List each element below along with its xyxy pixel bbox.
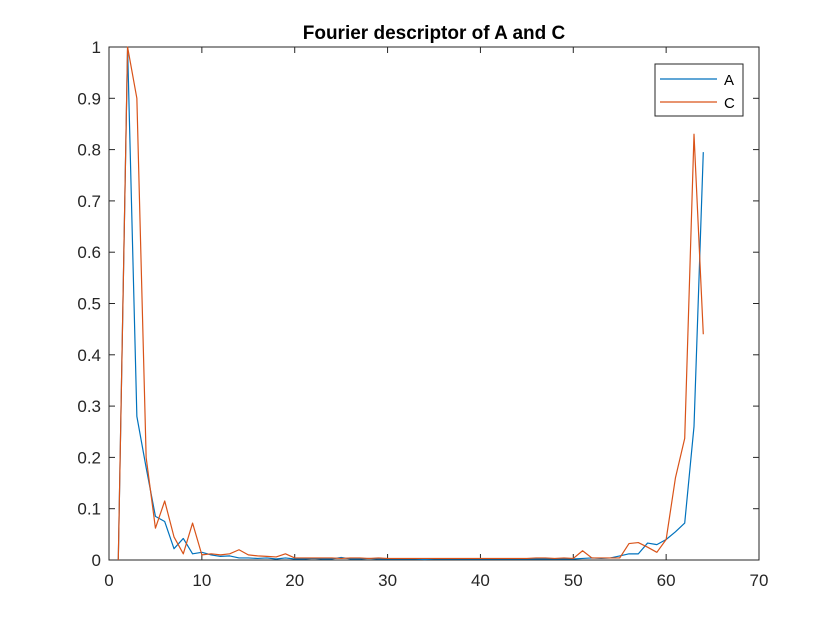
x-tick-label: 30 (378, 571, 397, 590)
y-tick-label: 0.7 (77, 192, 101, 211)
plot-area-box (108, 46, 760, 561)
axes: 0 10 20 30 40 50 60 70 0 0.1 0.2 0.3 0.4 0.5 0.6 0.7 0.8… (77, 38, 768, 590)
legend-box[interactable] (654, 63, 744, 117)
x-tick-label: 70 (750, 571, 769, 590)
y-tick-label: 0.5 (77, 295, 101, 314)
y-tick-label: 0 (92, 551, 101, 570)
x-tick-label: 20 (285, 571, 304, 590)
y-tick-label: 1 (92, 38, 101, 57)
y-tick-label: 0.9 (77, 89, 101, 108)
plot-series (117, 46, 704, 561)
y-tick-label: 0.1 (77, 500, 101, 519)
y-tick-label: 0.3 (77, 397, 101, 416)
y-tick-label: 0.2 (77, 448, 101, 467)
legend[interactable]: AC (654, 63, 744, 117)
x-tick-label: 60 (657, 571, 676, 590)
x-tick-label: 0 (104, 571, 113, 590)
y-tick-label: 0.8 (77, 141, 101, 160)
series-line-c (117, 46, 704, 561)
x-tick-label: 10 (192, 571, 211, 590)
x-tick-label: 50 (564, 571, 583, 590)
legend-label-c: C (724, 95, 735, 112)
legend-label-a: A (724, 72, 734, 89)
y-tick-label: 0.4 (77, 346, 101, 365)
x-tick-label: 40 (471, 571, 490, 590)
chart-title: Fourier descriptor of A and C (303, 23, 566, 44)
y-tick-label: 0.6 (77, 243, 101, 262)
